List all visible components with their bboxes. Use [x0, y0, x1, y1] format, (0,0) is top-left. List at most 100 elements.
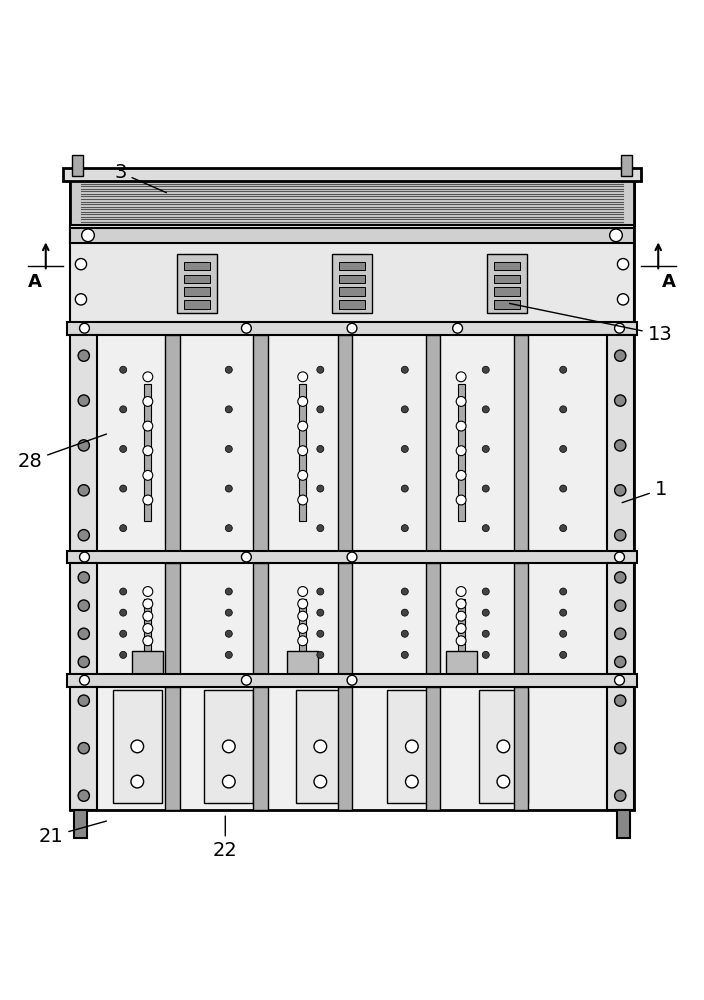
- Text: 1: 1: [622, 480, 667, 503]
- Circle shape: [298, 636, 308, 646]
- Circle shape: [401, 485, 408, 492]
- Circle shape: [615, 656, 626, 668]
- Circle shape: [615, 572, 626, 583]
- Bar: [144, 599, 151, 655]
- Circle shape: [347, 675, 357, 685]
- Bar: [494, 275, 520, 283]
- Circle shape: [482, 445, 489, 452]
- Circle shape: [456, 421, 466, 431]
- Circle shape: [482, 525, 489, 532]
- Bar: [253, 687, 268, 810]
- Bar: [70, 228, 634, 243]
- Circle shape: [615, 600, 626, 611]
- Circle shape: [317, 525, 324, 532]
- Circle shape: [120, 406, 127, 413]
- Circle shape: [560, 651, 567, 658]
- Circle shape: [298, 624, 308, 633]
- Circle shape: [120, 588, 127, 595]
- Circle shape: [75, 259, 87, 270]
- Circle shape: [482, 485, 489, 492]
- Circle shape: [143, 397, 153, 406]
- Circle shape: [456, 446, 466, 456]
- Circle shape: [401, 609, 408, 616]
- Circle shape: [406, 740, 418, 753]
- Circle shape: [298, 611, 308, 621]
- Circle shape: [615, 485, 626, 496]
- Circle shape: [317, 406, 324, 413]
- Circle shape: [225, 485, 232, 492]
- Circle shape: [225, 630, 232, 637]
- Circle shape: [317, 630, 324, 637]
- Circle shape: [120, 445, 127, 452]
- Circle shape: [456, 397, 466, 406]
- Circle shape: [78, 790, 89, 801]
- Circle shape: [120, 630, 127, 637]
- Circle shape: [120, 525, 127, 532]
- Bar: [67, 674, 637, 687]
- Circle shape: [615, 743, 626, 754]
- Bar: [339, 262, 365, 270]
- Circle shape: [401, 406, 408, 413]
- Bar: [184, 287, 210, 296]
- Circle shape: [298, 587, 308, 596]
- Bar: [339, 275, 365, 283]
- Bar: [479, 690, 528, 803]
- Bar: [514, 563, 528, 683]
- Circle shape: [120, 366, 127, 373]
- Circle shape: [298, 599, 308, 609]
- Circle shape: [482, 588, 489, 595]
- Bar: [70, 687, 97, 810]
- Bar: [514, 687, 528, 810]
- Circle shape: [560, 406, 567, 413]
- Circle shape: [225, 406, 232, 413]
- Circle shape: [401, 366, 408, 373]
- Bar: [184, 262, 210, 270]
- Circle shape: [222, 775, 235, 788]
- Circle shape: [78, 600, 89, 611]
- Circle shape: [482, 609, 489, 616]
- Circle shape: [456, 611, 466, 621]
- Circle shape: [497, 740, 510, 753]
- Bar: [338, 563, 352, 683]
- Circle shape: [317, 366, 324, 373]
- Bar: [70, 169, 634, 810]
- Circle shape: [78, 695, 89, 706]
- Bar: [338, 335, 352, 556]
- Bar: [514, 335, 528, 556]
- Bar: [165, 335, 180, 556]
- Circle shape: [617, 294, 629, 305]
- Circle shape: [241, 323, 251, 333]
- Circle shape: [615, 628, 626, 639]
- Circle shape: [453, 323, 463, 333]
- Bar: [144, 384, 151, 521]
- Bar: [494, 300, 520, 309]
- Bar: [458, 384, 465, 521]
- Circle shape: [615, 395, 626, 406]
- Circle shape: [406, 775, 418, 788]
- Circle shape: [143, 470, 153, 480]
- Circle shape: [317, 445, 324, 452]
- Circle shape: [225, 525, 232, 532]
- Circle shape: [401, 525, 408, 532]
- Bar: [177, 254, 217, 313]
- Circle shape: [225, 588, 232, 595]
- Circle shape: [560, 609, 567, 616]
- Circle shape: [143, 599, 153, 609]
- Bar: [67, 322, 637, 335]
- Circle shape: [401, 588, 408, 595]
- Circle shape: [143, 636, 153, 646]
- Bar: [253, 563, 268, 683]
- Circle shape: [615, 675, 624, 685]
- Text: 13: 13: [510, 303, 672, 344]
- Circle shape: [615, 695, 626, 706]
- Circle shape: [78, 530, 89, 541]
- Circle shape: [298, 397, 308, 406]
- Circle shape: [78, 572, 89, 583]
- Circle shape: [456, 636, 466, 646]
- Bar: [338, 687, 352, 810]
- Circle shape: [560, 366, 567, 373]
- Circle shape: [143, 495, 153, 505]
- Circle shape: [615, 323, 624, 333]
- Bar: [113, 690, 162, 803]
- Circle shape: [617, 259, 629, 270]
